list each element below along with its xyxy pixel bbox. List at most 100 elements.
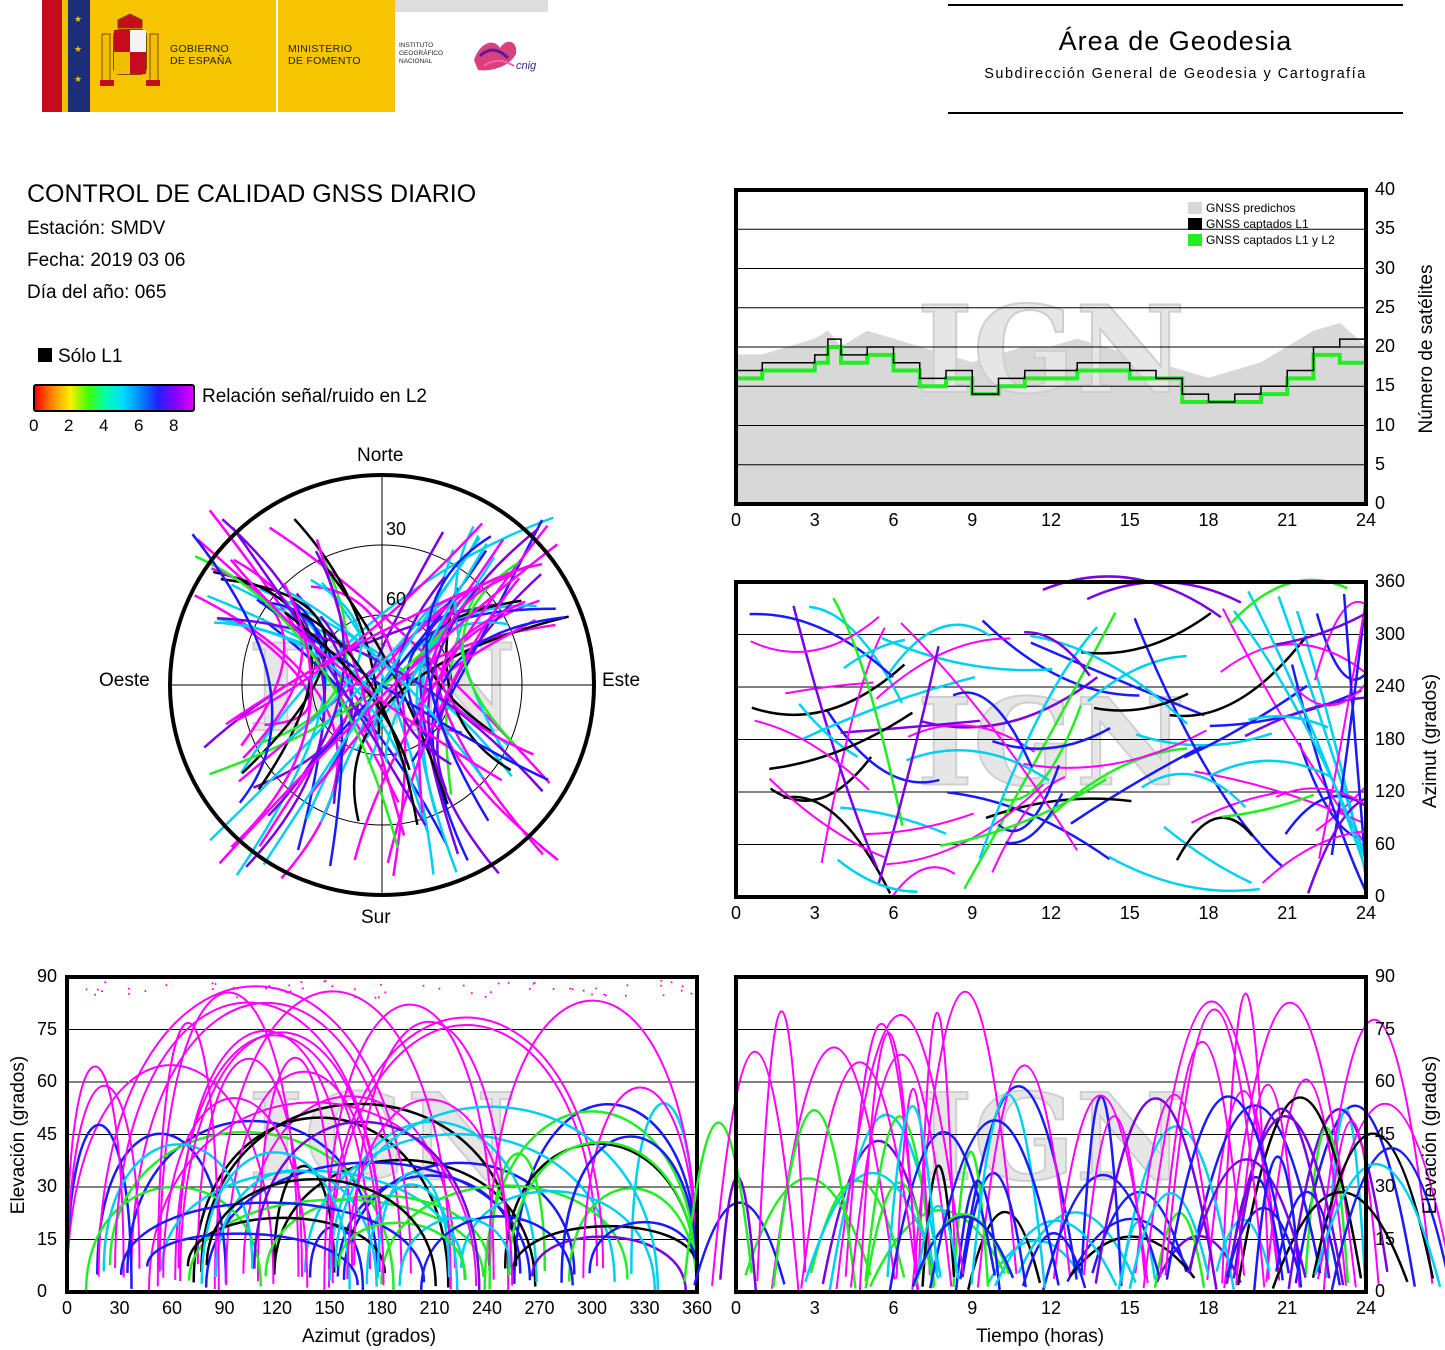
satellite-track: [394, 576, 452, 766]
satellite-track: [1080, 612, 1212, 655]
satellite-track: [1342, 593, 1368, 869]
satellite-track: [560, 1135, 699, 1283]
satellite-track: [1167, 1097, 1289, 1280]
zenith-point: [377, 996, 380, 999]
y-tick-label: 45: [1375, 1123, 1396, 1144]
satellite-track: [96, 1132, 228, 1284]
satellite-track: [119, 1201, 426, 1283]
satellite-track: [1314, 600, 1367, 681]
satellite-track: [238, 592, 465, 783]
legend-l1-swatch: [38, 348, 52, 362]
satellite-track: [229, 558, 503, 782]
satellite-track: [1227, 1116, 1343, 1285]
zenith-point: [626, 984, 629, 987]
satellite-track: [1261, 830, 1367, 884]
x-tick-label: 18: [1198, 1298, 1219, 1318]
satellite-track: [384, 543, 488, 763]
l1-series-line: [736, 338, 1367, 403]
satellite-track: [1087, 654, 1187, 703]
y-tick-label: 0: [37, 1281, 48, 1301]
area-header: Área de Geodesia Subdirección General de…: [948, 4, 1403, 114]
satellite-track: [1318, 1104, 1445, 1280]
satellite-track: [1208, 759, 1331, 778]
zenith-point: [660, 979, 663, 982]
satellite-track: [805, 1173, 938, 1282]
satellite-track: [1165, 1009, 1264, 1287]
satellite-track: [1254, 1157, 1301, 1291]
satellite-track: [303, 1132, 616, 1282]
y-tick-label: 240: [1375, 676, 1406, 696]
zenith-point: [127, 992, 130, 995]
coat-of-arms-icon: [100, 13, 160, 86]
satellite-track: [174, 1034, 371, 1280]
satellite-track: [186, 1216, 387, 1274]
x-tick-label: 240: [471, 1298, 503, 1318]
satellite-track: [66, 1084, 141, 1292]
elevation-time-ylabel: Elevación (grados): [1420, 1055, 1441, 1215]
zenith-point: [604, 994, 607, 997]
zenith-point: [690, 992, 693, 995]
government-logo-banner: ★ ★ ★ GOBIERNO DE ESPAÑA MINISTERIO DE F…: [42, 0, 548, 112]
zenith-point: [211, 988, 214, 991]
azimuth-time-ylabel: Azimut (grados): [1420, 673, 1441, 809]
satellite-track: [1005, 792, 1064, 845]
satellite-track: [284, 611, 411, 771]
satellite-track: [798, 703, 859, 758]
y-tick-label: 0: [1375, 1281, 1386, 1301]
ign-watermark: IGN: [917, 673, 1185, 814]
y-tick-label: 25: [1375, 296, 1396, 317]
satellite-track: [191, 533, 274, 804]
satellite-track: [751, 663, 906, 717]
satellite-track: [863, 812, 975, 836]
zenith-point: [470, 992, 473, 995]
satellite-track: [952, 691, 1034, 769]
satellite-track: [963, 611, 1117, 890]
x-tick-label: 120: [261, 1298, 293, 1318]
satellite-count-ylabel: Número de satélites: [1416, 264, 1437, 434]
satellite-track: [1096, 1098, 1217, 1289]
zenith-point: [662, 994, 665, 997]
satellite-track: [1135, 732, 1273, 747]
satellite-track: [900, 622, 1078, 851]
satellite-track: [768, 777, 885, 859]
zenith-point: [591, 993, 594, 996]
satellite-track: [837, 1015, 963, 1289]
satellite-track: [1275, 787, 1367, 806]
satellite-track: [1141, 772, 1247, 809]
satellite-track: [531, 1235, 688, 1292]
satellite-track: [436, 573, 542, 792]
satellite-track: [851, 1055, 951, 1288]
satellite-track: [1086, 580, 1242, 604]
satellite-track: [342, 1161, 576, 1280]
satellite-track: [1332, 1148, 1445, 1290]
satellite-track: [1163, 825, 1252, 884]
y-tick-label: 10: [1375, 414, 1396, 435]
satellite-track: [1277, 595, 1368, 861]
satellite-track: [97, 985, 412, 1277]
report-title: CONTROL DE CALIDAD GNSS DIARIO: [27, 180, 477, 208]
satellite-track: [427, 527, 540, 875]
satellite-track: [769, 756, 873, 802]
satellite-track: [930, 1120, 1058, 1288]
satellite-track: [757, 1011, 805, 1281]
y-tick-label: 0: [1375, 886, 1386, 906]
satellite-track: [346, 1098, 514, 1286]
satellite-track: [991, 776, 1066, 873]
x-tick-label: 21: [1277, 510, 1298, 530]
logo-top-bar: [395, 0, 548, 12]
y-tick-label: 120: [1375, 781, 1406, 801]
satellite-track: [1160, 1042, 1244, 1277]
x-tick-label: 360: [681, 1298, 713, 1318]
x-tick-label: 300: [576, 1298, 608, 1318]
legend-label: GNSS captados L1 y L2: [1206, 233, 1335, 247]
satellite-track: [148, 1101, 478, 1291]
satellite-track: [306, 549, 488, 770]
satellite-track: [460, 1189, 657, 1292]
y-tick-label: 15: [1375, 1228, 1396, 1249]
satellite-track: [749, 612, 894, 679]
zenith-point: [528, 988, 531, 991]
satellite-track: [1081, 1097, 1121, 1287]
x-tick-label: 15: [1119, 1298, 1140, 1318]
satellite-track: [225, 563, 533, 726]
satellite-track: [431, 616, 565, 861]
